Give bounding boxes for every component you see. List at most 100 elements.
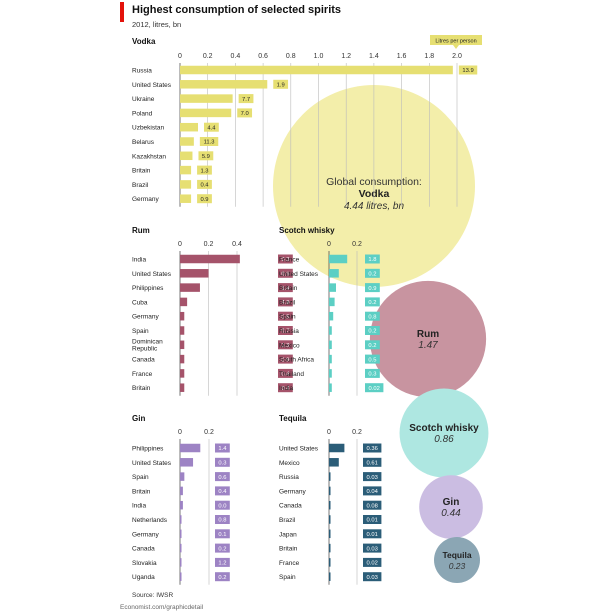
category-label: Philippines [132,285,164,292]
bar-canada [180,543,182,553]
category-label: Russia [279,474,299,481]
bar-spain [180,326,185,335]
per-person-legend-label: Litres per person [435,39,476,45]
bar-united-states [329,269,339,278]
bar-britain [180,486,183,496]
per-person-box [365,326,380,335]
tick-label: 0.8 [286,53,296,60]
bar-russia [329,472,331,481]
per-person-value: 13.9 [462,68,473,74]
per-person-value: 0.6 [218,475,226,481]
bubble-name: Scotch whisky [409,423,479,434]
tick-label: 0.4 [231,53,241,60]
per-person-value: 0.03 [367,546,378,552]
per-person-box [363,529,382,539]
per-person-box [215,472,230,482]
bar-slovakia [180,558,182,567]
panel-title: Gin [132,414,145,423]
bubble-value: 1.47 [418,340,438,351]
category-label: Russia [132,68,152,75]
bar-canada [180,354,185,364]
per-person-value: 0.04 [367,489,379,495]
per-person-value: 7.0 [241,111,249,117]
per-person-value: 0.6 [281,272,289,278]
per-person-box [199,137,219,146]
source-note: Source: IWSR [132,592,173,599]
bar-mexico [329,458,339,467]
panel-vodka: Vodka 0 0.2 0.4 0.6 0.8 1.0 1.2 1.4 1.6 1.8 2.0 Litr… [132,35,482,207]
per-person-box [363,472,382,482]
category-label: France [132,371,153,378]
per-person-value: 0.4 [281,386,290,392]
tick-label: 0 [178,241,182,248]
bar-cuba [180,297,188,307]
tick-label: 0.2 [204,241,214,248]
per-person-box [278,268,293,278]
tick-label: 0.6 [258,53,268,60]
category-label: Mexico [279,460,300,467]
per-person-box [197,179,212,189]
per-person-box [365,354,380,364]
per-person-value: 0.4 [200,183,209,189]
per-person-legend-pointer [453,45,459,49]
bar-spain [180,472,185,481]
per-person-box [365,368,380,378]
category-label: Britain [132,385,151,392]
per-person-box [363,486,382,496]
bubble-name: Rum [417,329,439,340]
bar-india [329,383,332,392]
per-person-box [363,515,382,524]
per-person-value: 0.3 [281,257,289,263]
category-label: United States [279,271,319,278]
per-person-box [365,297,380,307]
per-person-value: 7.7 [242,97,250,103]
bar-spain [329,572,331,581]
per-person-box [278,254,293,264]
bar-united-states [180,80,268,89]
per-person-box [365,283,380,293]
bar-south-africa [329,354,332,364]
per-person-value: 1.3 [200,168,208,174]
bar-kazakhstan [180,151,193,161]
tick-label: 1.4 [369,53,379,60]
bar-uzbekistan [180,122,199,132]
bar-france [329,254,348,264]
bar-dominican-republic [180,340,185,350]
category-label: Netherlands [132,517,168,524]
bar-philippines [180,283,200,292]
per-person-value: 4.4 [207,125,216,131]
bar-britain [180,165,192,175]
per-person-box [278,326,293,335]
per-person-value: 0.9 [200,197,208,203]
per-person-value: 0.08 [367,503,378,509]
per-person-box [278,383,293,393]
category-label: South Africa [279,357,314,364]
bubble-rum [369,280,487,398]
per-person-value: 1.4 [218,446,227,452]
per-person-box [197,194,212,204]
category-label: Poland [132,110,153,117]
tick-label: 1.6 [397,53,407,60]
category-label: Brazil [279,299,296,306]
bar-britain [329,283,336,292]
bar-united-states [180,458,194,467]
bar-brazil [329,297,335,307]
bubble-tequila [434,537,480,583]
per-person-value: 0.5 [281,314,289,320]
bar-india [180,254,240,264]
bar-uganda [180,572,182,581]
tick-label: 0 [178,429,182,436]
per-person-value: 11.3 [204,140,215,146]
bar-poland [180,108,232,118]
per-person-box [237,108,253,118]
tick-label: 0.2 [203,53,213,60]
per-person-value: 1.8 [368,257,376,263]
category-label: Uzbekistan [132,125,165,132]
per-person-value: 0.0 [218,503,226,509]
category-label: Spain [279,574,296,581]
bar-britain [180,383,185,392]
category-label: Republic [132,345,158,352]
